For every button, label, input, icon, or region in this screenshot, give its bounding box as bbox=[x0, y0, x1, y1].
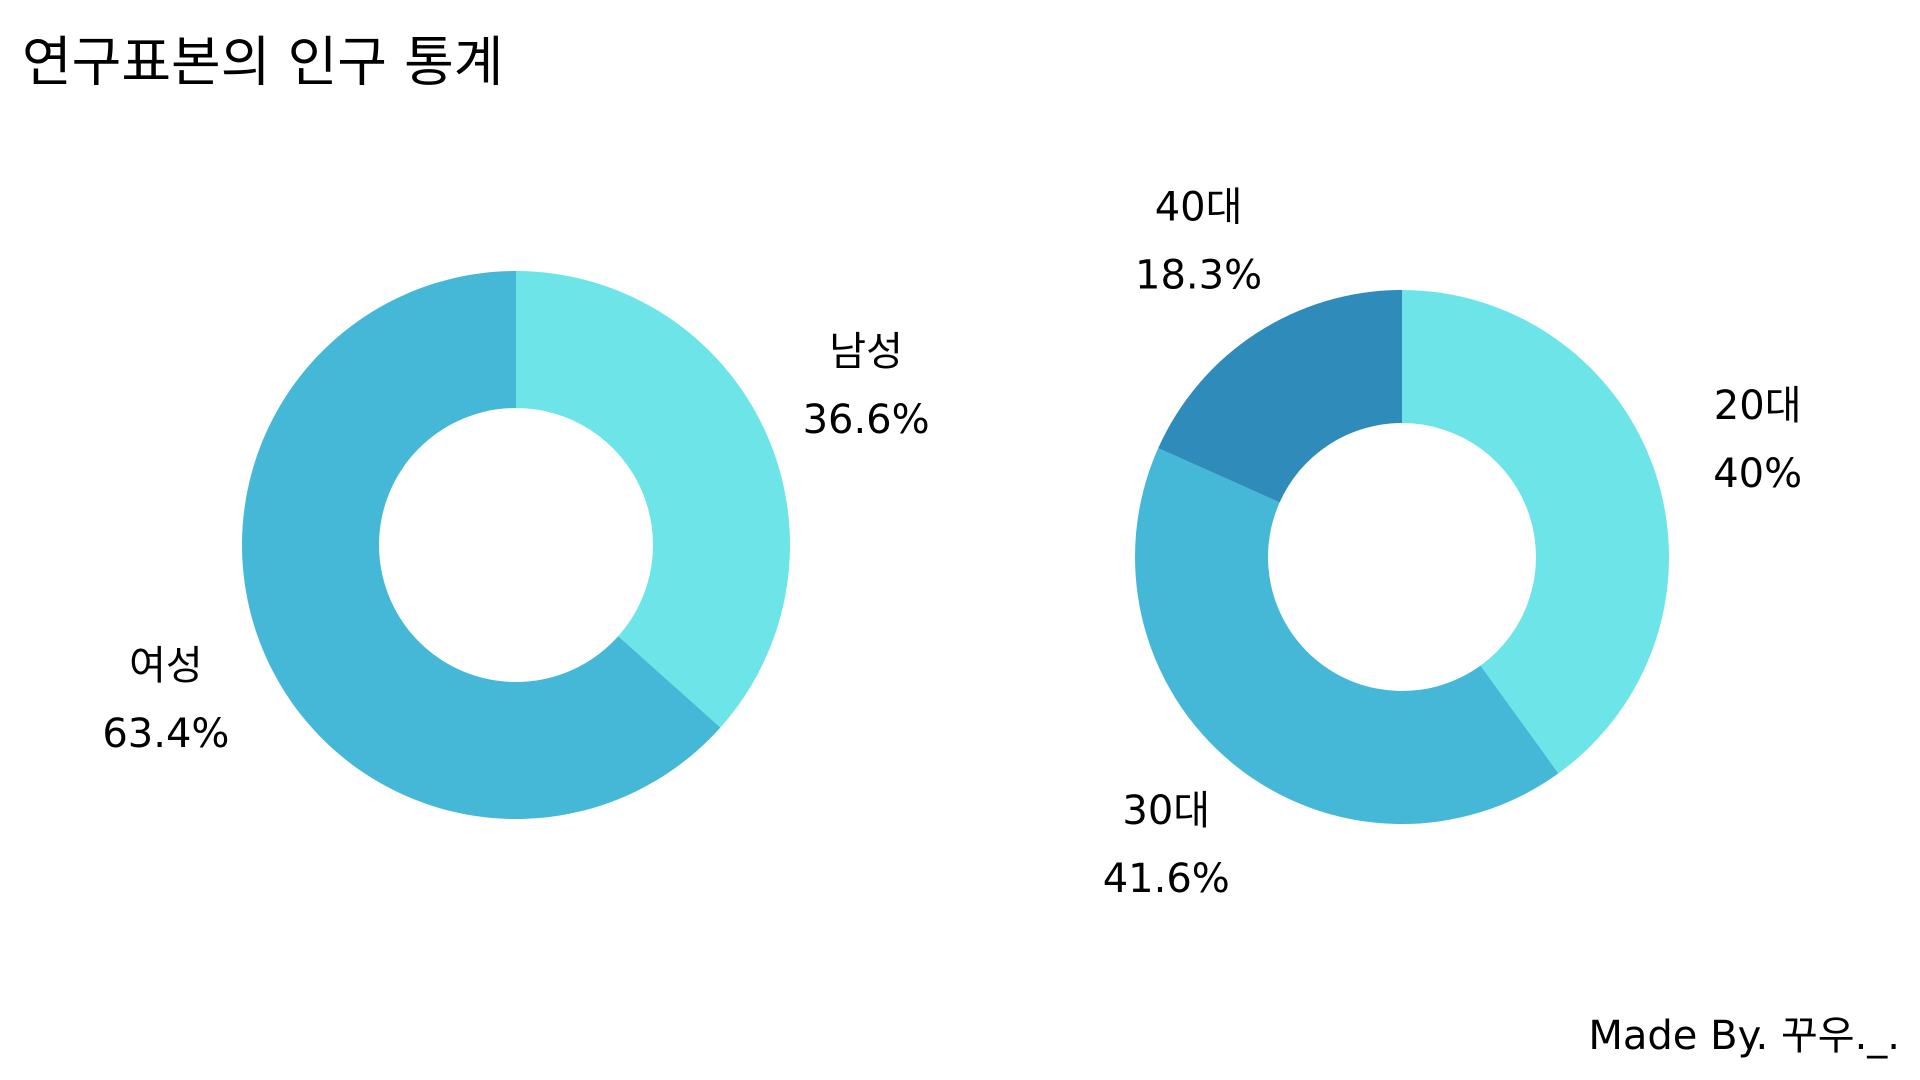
donut-slice bbox=[516, 271, 790, 728]
slice-value-label: 40% bbox=[1713, 451, 1802, 497]
footer: Made By. 꾸우._. bbox=[1588, 1013, 1900, 1059]
slice-value-label: 63.4% bbox=[102, 711, 229, 757]
slice-category-label: 30대 bbox=[1122, 788, 1210, 834]
page-title: 연구표본의 인구 통계 bbox=[22, 31, 503, 94]
slice-value-label: 41.6% bbox=[1103, 856, 1230, 902]
slice-category-label: 20대 bbox=[1714, 383, 1802, 429]
slice-category-label: 남성 bbox=[829, 329, 903, 375]
slice-category-label: 여성 bbox=[129, 643, 203, 689]
slice-value-label: 36.6% bbox=[803, 397, 930, 443]
donut-slice bbox=[1158, 290, 1402, 503]
donut-slice bbox=[241, 271, 721, 819]
slice-category-label: 40대 bbox=[1155, 184, 1243, 230]
donut-slice bbox=[1134, 448, 1559, 825]
slice-value-label: 18.3% bbox=[1135, 252, 1262, 298]
donut-slice bbox=[1402, 290, 1670, 774]
